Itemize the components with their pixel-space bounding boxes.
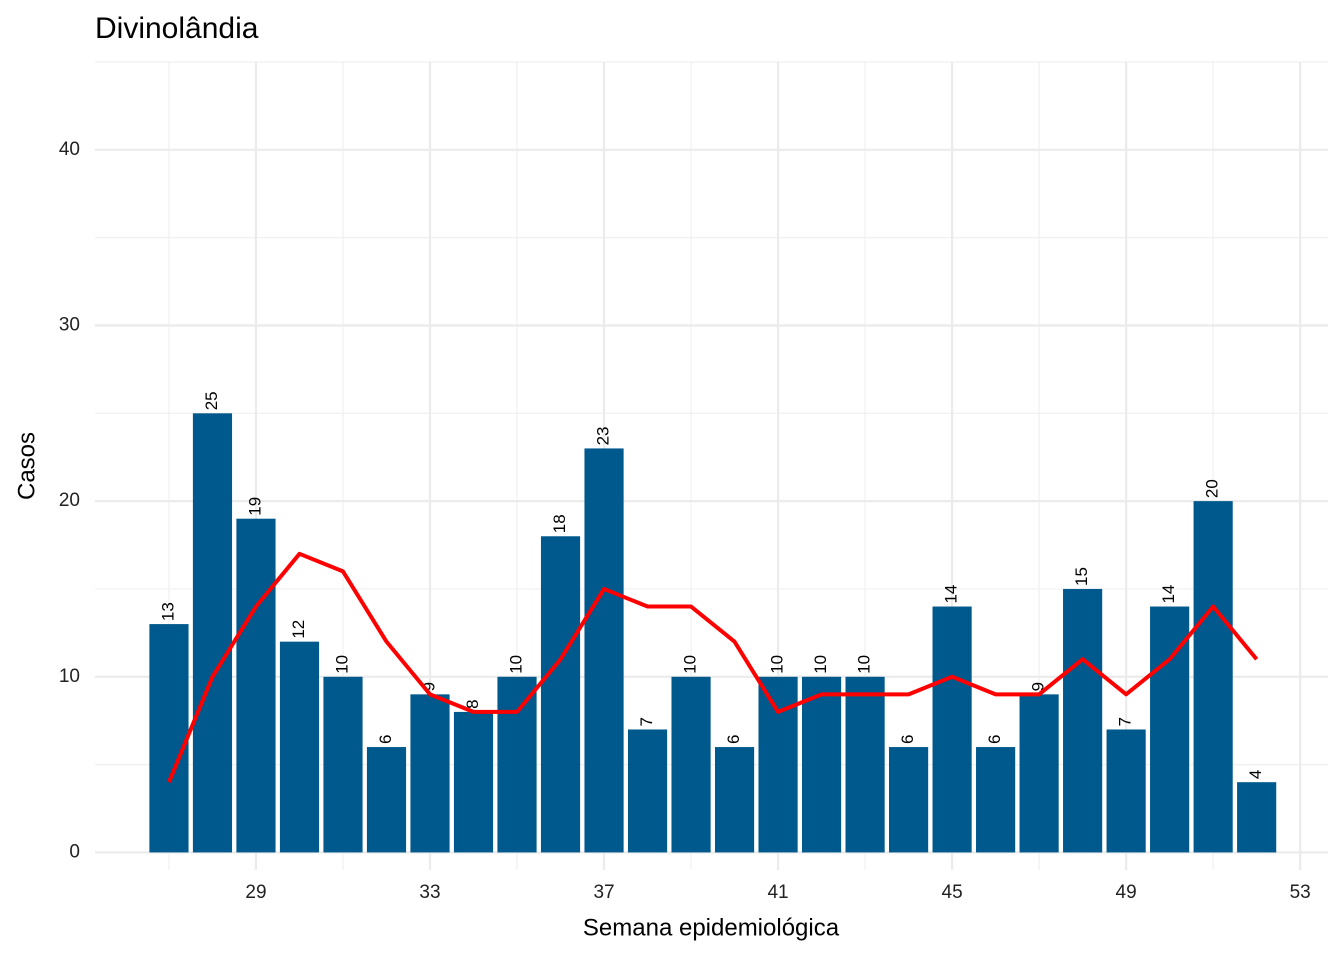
bar <box>932 606 972 853</box>
bar <box>323 676 363 853</box>
bar <box>236 518 276 853</box>
bar-value-label: 19 <box>245 497 264 516</box>
x-tick-label: 37 <box>593 882 614 903</box>
bar <box>1150 606 1190 853</box>
bar <box>149 624 189 853</box>
bar-value-label: 7 <box>1116 717 1135 726</box>
trend-line <box>167 551 1259 783</box>
x-tick-label: 49 <box>1116 882 1137 903</box>
bar-value-label: 25 <box>202 391 221 410</box>
bar-value-label: 8 <box>463 699 482 708</box>
x-tick-label: 29 <box>245 882 266 903</box>
y-tick-label: 30 <box>59 314 80 335</box>
bar-value-label: 10 <box>855 655 874 674</box>
bar <box>758 676 798 853</box>
bar-value-label: 7 <box>637 717 656 726</box>
bar <box>366 747 407 853</box>
bar <box>1063 588 1103 853</box>
bar <box>671 676 711 853</box>
bar <box>889 747 929 853</box>
bar <box>410 694 450 853</box>
x-tick-label: 45 <box>942 882 963 903</box>
bar <box>627 729 668 853</box>
bar <box>801 676 842 853</box>
bar-value-label: 15 <box>1072 567 1091 586</box>
bar <box>976 747 1016 853</box>
bar-value-label: 10 <box>681 655 700 674</box>
bar <box>845 676 885 853</box>
x-axis-label: Semana epidemiológica <box>583 914 840 941</box>
bar-value-label: 14 <box>1159 585 1178 604</box>
bar <box>453 711 494 853</box>
y-tick-label: 10 <box>59 666 80 687</box>
bar-value-label: 10 <box>768 655 787 674</box>
bar-value-label: 14 <box>942 585 961 604</box>
chart-title: Divinolândia <box>95 12 259 45</box>
bar <box>1237 782 1277 853</box>
bar <box>584 448 624 853</box>
y-tick-label: 40 <box>59 139 80 160</box>
bar <box>1106 729 1146 853</box>
y-tick-label: 0 <box>69 841 80 862</box>
bar-value-label: 6 <box>985 735 1004 744</box>
y-axis-label: Casos <box>13 432 40 500</box>
bar <box>1193 501 1233 853</box>
bar <box>1019 694 1059 853</box>
bar-value-label: 4 <box>1246 770 1265 779</box>
x-tick-label: 33 <box>419 882 440 903</box>
bar <box>192 413 233 853</box>
bar-value-label: 10 <box>811 655 830 674</box>
bar-value-label: 13 <box>158 602 177 621</box>
bar-value-label: 6 <box>898 735 917 744</box>
bar <box>497 676 537 853</box>
bar-value-label: 9 <box>419 682 438 691</box>
x-tick-label: 53 <box>1290 882 1311 903</box>
bar-value-label: 23 <box>594 427 613 446</box>
bar-value-label: 9 <box>1029 682 1048 691</box>
bar-value-label: 10 <box>507 655 526 674</box>
bar-value-label: 6 <box>724 735 743 744</box>
x-tick-label: 41 <box>767 882 788 903</box>
bar-value-label: 6 <box>376 735 395 744</box>
y-tick-label: 20 <box>59 490 80 511</box>
bar-value-label: 18 <box>550 514 569 533</box>
bar-value-label: 12 <box>289 620 308 639</box>
bar-value-label: 10 <box>332 655 351 674</box>
bar <box>714 747 755 853</box>
bar <box>540 536 581 853</box>
bar-value-label: 20 <box>1203 479 1222 498</box>
bar <box>279 641 320 853</box>
